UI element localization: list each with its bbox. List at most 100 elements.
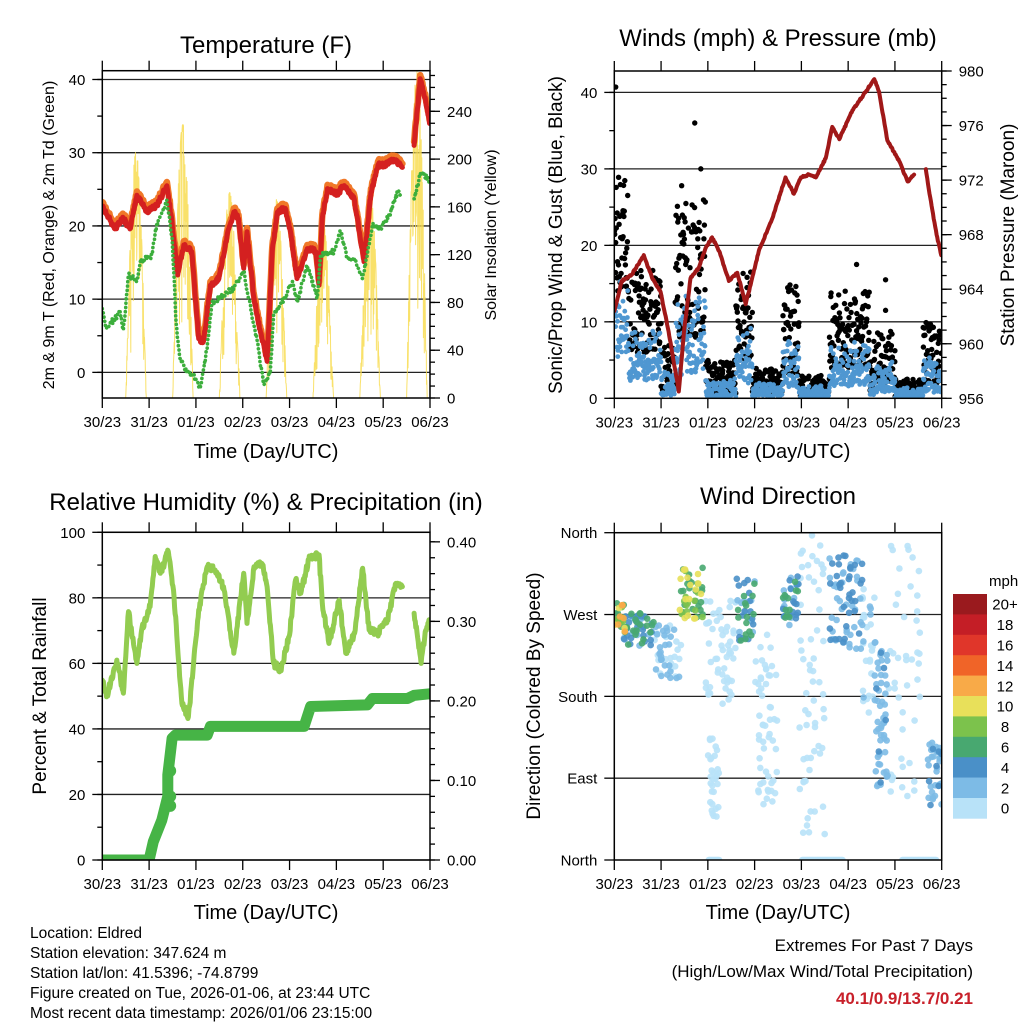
gust-point bbox=[871, 356, 878, 363]
x-tick-label: 04/23 bbox=[829, 876, 867, 893]
gust-point bbox=[826, 334, 833, 340]
left-y-tick-label: East bbox=[567, 771, 598, 788]
gust-point bbox=[749, 309, 755, 316]
right-y-tick-label: 0.10 bbox=[447, 773, 476, 790]
wind-point bbox=[636, 361, 641, 367]
direction-point bbox=[707, 658, 715, 666]
direction-point bbox=[732, 644, 739, 652]
gust-point bbox=[880, 336, 886, 342]
left-y-tick-label: 40 bbox=[581, 85, 598, 102]
x-tick-label: 06/23 bbox=[923, 414, 961, 431]
wind-point bbox=[936, 378, 942, 384]
wind-point bbox=[657, 347, 663, 353]
legend-swatch bbox=[953, 655, 987, 676]
wind-point bbox=[739, 369, 745, 375]
direction-point bbox=[702, 679, 710, 686]
legend-label: 16 bbox=[997, 638, 1014, 655]
gust-point bbox=[614, 231, 618, 237]
pressure-line bbox=[923, 167, 942, 258]
gust-point bbox=[788, 326, 794, 332]
direction-point bbox=[768, 662, 776, 670]
gust-point bbox=[889, 331, 895, 337]
gust-point bbox=[648, 286, 654, 292]
direction-point bbox=[809, 678, 817, 685]
gust-point bbox=[621, 213, 627, 220]
wind-series bbox=[614, 77, 942, 399]
gust-point bbox=[674, 294, 681, 300]
direction-point bbox=[853, 645, 860, 652]
gust-point bbox=[675, 215, 682, 221]
direction-point bbox=[811, 747, 818, 755]
direction-point bbox=[896, 565, 903, 572]
direction-point bbox=[848, 602, 856, 610]
direction-point bbox=[799, 829, 807, 836]
plot-frame bbox=[101, 69, 431, 399]
direction-point bbox=[676, 606, 684, 614]
direction-point bbox=[667, 633, 674, 640]
gust-point bbox=[791, 308, 798, 314]
wind-point bbox=[615, 348, 621, 353]
right-y-tick-label: 976 bbox=[959, 118, 984, 135]
direction-point bbox=[797, 637, 804, 644]
wind-point bbox=[826, 393, 831, 398]
gust-outlier-point bbox=[698, 166, 704, 172]
right-y-tick-label: 200 bbox=[447, 152, 472, 169]
direction-point bbox=[810, 655, 817, 662]
direction-point bbox=[710, 610, 717, 617]
wind-point bbox=[684, 337, 690, 342]
direction-point bbox=[755, 680, 762, 688]
wind-point bbox=[840, 360, 846, 365]
recent-timestamp-text: Most recent data timestamp: 2026/01/06 2… bbox=[30, 1005, 372, 1022]
direction-point bbox=[692, 607, 699, 614]
direction-point bbox=[756, 755, 763, 762]
direction-point bbox=[705, 688, 712, 696]
direction-point bbox=[734, 606, 742, 614]
direction-point bbox=[883, 768, 890, 775]
gust-point bbox=[620, 182, 627, 189]
gust-point bbox=[636, 293, 642, 299]
gust-point bbox=[741, 319, 747, 325]
direction-point bbox=[908, 656, 916, 663]
temperature-title: Temperature (F) bbox=[180, 32, 352, 59]
direction-point bbox=[877, 649, 885, 656]
gust-point bbox=[866, 289, 872, 295]
gust-point bbox=[621, 208, 627, 214]
gust-point bbox=[862, 288, 868, 295]
gust-point bbox=[855, 332, 861, 338]
legend-swatch bbox=[953, 777, 987, 799]
direction-point bbox=[697, 590, 705, 598]
wind-point bbox=[920, 393, 926, 398]
wind-point bbox=[619, 349, 625, 355]
wind-point bbox=[733, 394, 739, 399]
direction-point bbox=[878, 657, 885, 664]
direction-point bbox=[769, 798, 776, 805]
direction-point bbox=[906, 759, 913, 767]
gust-point bbox=[680, 231, 687, 237]
legend-label: 0 bbox=[1001, 801, 1009, 818]
plot-layers: 30/23 31/23 01/23 02/23 03/23 04/23 05/23 06/23… bbox=[60, 60, 984, 893]
gust-point bbox=[684, 257, 690, 263]
wind-point bbox=[686, 323, 691, 328]
direction-point bbox=[684, 612, 692, 619]
direction-point bbox=[898, 784, 906, 791]
wind-point bbox=[880, 372, 886, 377]
x-tick-label: 05/23 bbox=[364, 876, 402, 893]
direction-point bbox=[749, 592, 756, 600]
gust-point bbox=[787, 282, 793, 288]
gust-point bbox=[628, 297, 634, 303]
gust-point bbox=[632, 287, 639, 294]
direction-point bbox=[796, 724, 803, 731]
direction-point bbox=[656, 644, 664, 651]
direction-point bbox=[803, 689, 810, 697]
legend-label: 12 bbox=[997, 678, 1014, 695]
gust-point bbox=[615, 174, 622, 180]
x-tick-label: 01/23 bbox=[689, 876, 727, 893]
gust-point bbox=[841, 300, 848, 307]
direction-point bbox=[720, 677, 728, 685]
direction-point bbox=[904, 792, 911, 800]
direction-point bbox=[911, 778, 918, 785]
wind-point bbox=[872, 374, 877, 380]
direction-point bbox=[760, 800, 767, 808]
direction-point bbox=[632, 631, 639, 638]
gust-point bbox=[657, 278, 663, 285]
